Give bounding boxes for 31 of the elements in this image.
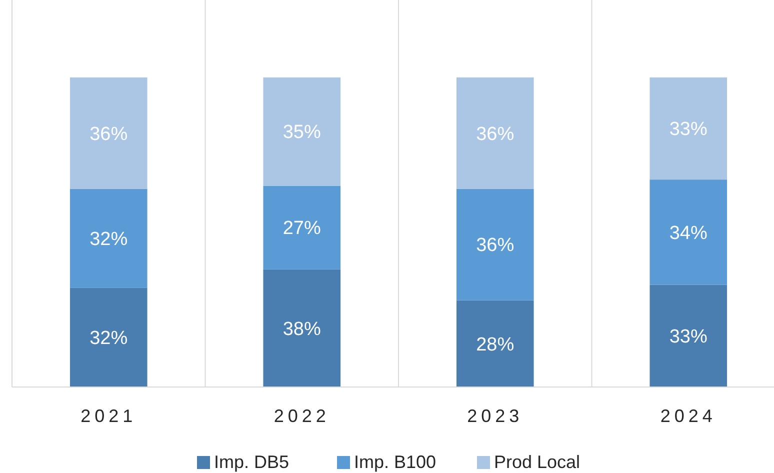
data-label: 36% [90,124,128,145]
bar [650,77,728,180]
bar [263,77,341,186]
data-label: 33% [669,326,708,348]
bar [263,186,341,270]
bar [650,180,728,285]
data-label: 27% [282,218,321,240]
legend-label: Imp. DB5 [214,452,290,472]
bar [650,284,728,387]
data-label: 32% [90,328,128,350]
x-tick-label: 2021 [80,406,137,426]
x-tick-label: 2022 [274,406,330,426]
bar [456,77,534,189]
data-label: 35% [282,122,321,144]
data-label: 36% [476,235,514,256]
bar [456,300,534,387]
x-tick-label: 2023 [467,406,524,426]
data-label: 38% [282,318,321,340]
bar [70,288,148,387]
bar [70,77,148,189]
legend-label: Prod Local [494,452,580,472]
legend-label: Imp. B100 [354,452,436,472]
data-label: 28% [476,334,514,356]
bar [70,188,148,288]
data-label: 32% [90,229,128,250]
x-tick-label: 2024 [660,406,716,426]
data-label: 36% [476,124,514,145]
data-label: 34% [669,222,708,244]
bar [456,188,534,300]
bar [263,269,341,387]
data-label: 33% [669,119,708,140]
